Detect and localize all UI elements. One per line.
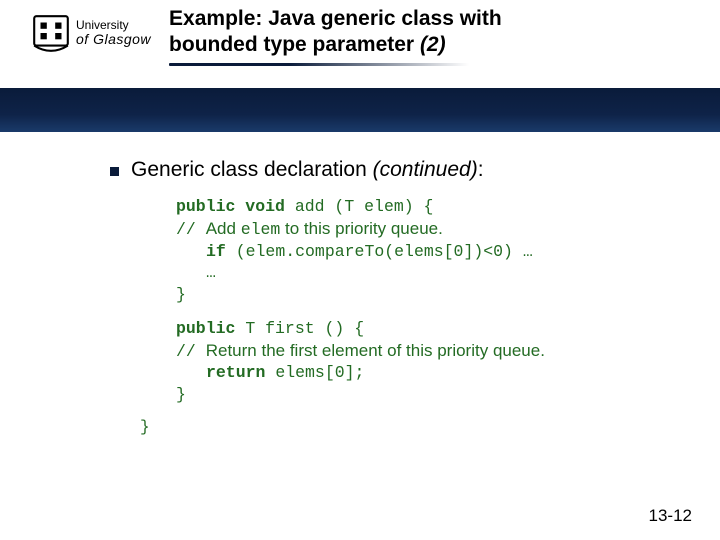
crest-icon <box>30 12 72 54</box>
kw-public: public <box>176 319 245 338</box>
bullet-c: : <box>478 158 484 181</box>
uni-line2: of Glasgow <box>76 32 151 47</box>
code1-l3: if (elem.compareTo(elems[0])<0) … <box>176 241 680 263</box>
kw-public-void: public void <box>176 197 295 216</box>
code1-l2a: // <box>176 220 206 239</box>
title-underline <box>169 63 469 66</box>
code1-l4: … <box>176 262 680 284</box>
code2-l3: return elems[0]; <box>176 362 680 384</box>
code1-l1: public void add (T elem) { <box>176 196 680 218</box>
slide-title: Example: Java generic class with bounded… <box>151 0 502 66</box>
header: University of Glasgow Example: Java gene… <box>0 0 720 88</box>
title-2a: bounded type parameter <box>169 33 420 56</box>
code2-l2: // Return the first element of this prio… <box>176 340 680 363</box>
code2-l3b: elems[0]; <box>275 363 364 382</box>
content-area: Generic class declaration (continued): p… <box>0 132 720 436</box>
bullet-square-icon <box>110 167 119 176</box>
closing-brace: } <box>140 418 680 436</box>
code1-l5: } <box>176 284 680 306</box>
kw-return: return <box>206 363 275 382</box>
code-block-1: public void add (T elem) { // Add elem t… <box>176 196 680 306</box>
bullet-a: Generic class declaration <box>131 158 373 181</box>
title-line-2: bounded type parameter (2) <box>169 32 502 58</box>
code2-l1: public T first () { <box>176 318 680 340</box>
bullet-b: (continued) <box>373 158 478 181</box>
code-block-2: public T first () { // Return the first … <box>176 318 680 406</box>
code2-l2b: Return the first element of this priorit… <box>206 341 545 360</box>
title-line-1: Example: Java generic class with <box>169 6 502 32</box>
code1-l2c: elem <box>241 220 281 239</box>
code2-l1b: T first () { <box>245 319 364 338</box>
university-name: University of Glasgow <box>76 19 151 46</box>
dark-band <box>0 88 720 132</box>
code1-l2: // Add elem to this priority queue. <box>176 218 680 241</box>
title-2b: (2) <box>420 33 446 56</box>
bullet-text: Generic class declaration (continued): <box>131 158 484 182</box>
university-logo: University of Glasgow <box>0 0 151 54</box>
page-number: 13-12 <box>649 506 692 526</box>
code1-l2d: to this priority queue. <box>280 219 443 238</box>
code1-l3b: (elem.compareTo(elems[0])<0) … <box>236 242 533 261</box>
bullet-item: Generic class declaration (continued): <box>110 158 680 182</box>
code2-l2a: // <box>176 342 206 361</box>
code1-l1b: add (T elem) { <box>295 197 434 216</box>
code2-l4: } <box>176 384 680 406</box>
kw-if: if <box>206 242 236 261</box>
code1-l2b: Add <box>206 219 241 238</box>
